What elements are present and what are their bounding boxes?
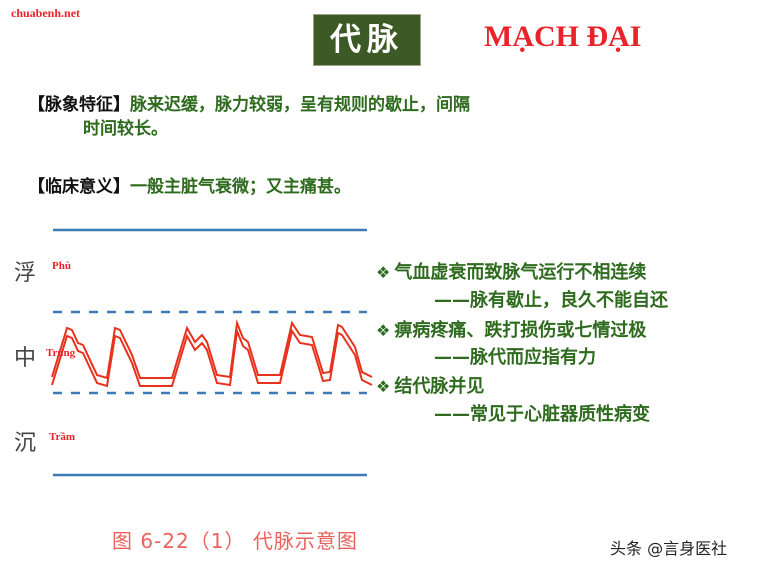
bullet-2: ❖ 痹病疼痛、跌打损伤或七情过极 [376, 316, 646, 342]
diamond-bullet-icon: ❖ [376, 263, 391, 282]
features-label: 【脉象特征】 [28, 95, 130, 115]
bullet-3-main: 结代脉并见 [394, 376, 485, 397]
title-chinese: 代脉 [313, 14, 421, 66]
diamond-bullet-icon: ❖ [376, 321, 391, 340]
source-credit: 头条 @言身医社 [610, 539, 728, 558]
level-middle-vi: Trung [46, 347, 76, 359]
bullet-2-sub: ——脉代而应指有力 [434, 347, 596, 368]
pulse-diagram [51, 228, 373, 477]
pulse-waveform [51, 319, 373, 388]
bullet-3-sub: ——常见于心脏器质性病变 [434, 404, 650, 425]
diamond-bullet-icon: ❖ [376, 377, 391, 396]
bullet-1: ❖ 气血虚衰而致脉气运行不相连续 [376, 258, 646, 284]
level-deep-cn: 沉 [14, 431, 37, 456]
level-float-cn: 浮 [14, 261, 37, 286]
bullet-1-sub: ——脉有歇止，良久不能自还 [434, 290, 668, 311]
clinical-text: 一般主脏气衰微；又主痛甚。 [130, 177, 351, 197]
bullet-3: ❖ 结代脉并见 [376, 372, 484, 398]
features-text: 脉来迟缓，脉力较弱，呈有规则的歇止，间隔 [130, 95, 470, 115]
waveform-trace-2 [51, 327, 373, 388]
level-middle-cn: 中 [14, 346, 37, 371]
title-vietnamese: MẠCH ĐẠI [484, 20, 642, 53]
level-deep-vi: Trầm [49, 431, 76, 443]
watermark: chuabenh.net [11, 6, 81, 20]
bullet-2-main: 痹病疼痛、跌打损伤或七情过极 [394, 320, 647, 341]
clinical-line: 【临床意义】一般主脏气衰微；又主痛甚。 [28, 172, 351, 197]
waveform-trace-1 [51, 319, 373, 380]
features-line1: 【脉象特征】脉来迟缓，脉力较弱，呈有规则的歇止，间隔 [28, 90, 470, 115]
clinical-label: 【临床意义】 [28, 177, 130, 197]
diagram-caption: 图 6-22（1） 代脉示意图 [112, 529, 358, 553]
bullet-1-main: 气血虚衰而致脉气运行不相连续 [394, 262, 647, 283]
features-line2: 时间较长。 [83, 119, 168, 139]
level-float-vi: Phù [52, 260, 71, 272]
